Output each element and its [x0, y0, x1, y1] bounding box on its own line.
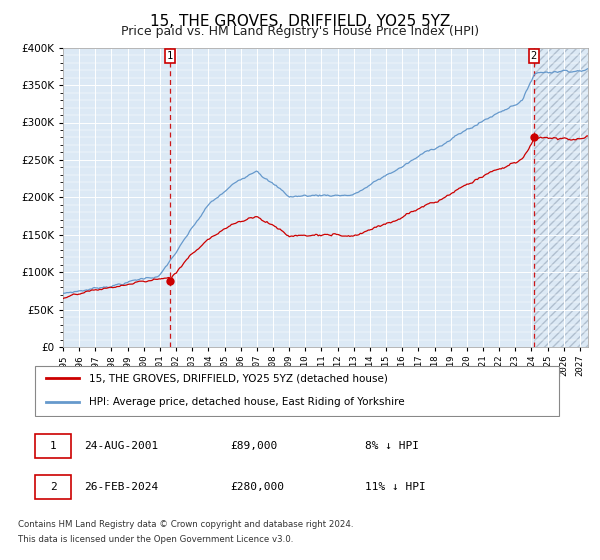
Text: HPI: Average price, detached house, East Riding of Yorkshire: HPI: Average price, detached house, East… [89, 397, 405, 407]
Text: 15, THE GROVES, DRIFFIELD, YO25 5YZ (detached house): 15, THE GROVES, DRIFFIELD, YO25 5YZ (det… [89, 374, 388, 384]
Text: 26-FEB-2024: 26-FEB-2024 [84, 482, 158, 492]
Text: This data is licensed under the Open Government Licence v3.0.: This data is licensed under the Open Gov… [18, 535, 293, 544]
Text: 15, THE GROVES, DRIFFIELD, YO25 5YZ: 15, THE GROVES, DRIFFIELD, YO25 5YZ [150, 14, 450, 29]
Text: Contains HM Land Registry data © Crown copyright and database right 2024.: Contains HM Land Registry data © Crown c… [18, 520, 353, 529]
Text: 2: 2 [530, 52, 537, 62]
Text: 8% ↓ HPI: 8% ↓ HPI [365, 441, 419, 451]
Text: £280,000: £280,000 [230, 482, 284, 492]
Text: Price paid vs. HM Land Registry's House Price Index (HPI): Price paid vs. HM Land Registry's House … [121, 25, 479, 38]
Text: 1: 1 [167, 52, 173, 62]
Text: £89,000: £89,000 [230, 441, 277, 451]
FancyBboxPatch shape [35, 475, 71, 499]
FancyBboxPatch shape [35, 434, 71, 459]
Bar [534, 32, 588, 347]
Text: 1: 1 [50, 441, 56, 451]
FancyBboxPatch shape [35, 366, 559, 416]
Text: 24-AUG-2001: 24-AUG-2001 [84, 441, 158, 451]
Text: 11% ↓ HPI: 11% ↓ HPI [365, 482, 425, 492]
Text: 2: 2 [50, 482, 56, 492]
